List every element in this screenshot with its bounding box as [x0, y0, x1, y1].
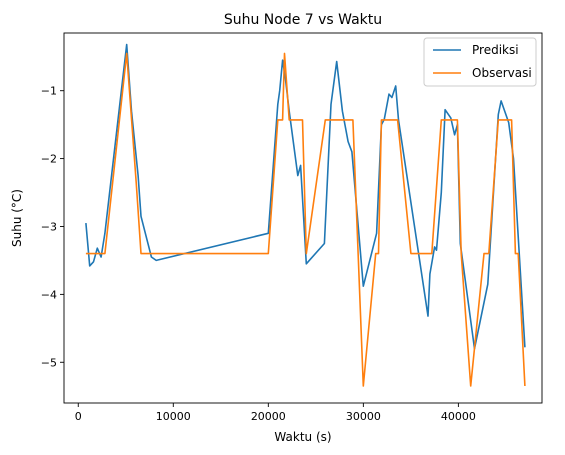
series-layer: [85, 43, 526, 387]
legend: Prediksi Observasi: [423, 37, 537, 87]
x-tick-label: 0: [75, 410, 82, 423]
y-axis-label: Suhu (°C): [10, 189, 24, 247]
legend-label-observasi: Observasi: [472, 66, 532, 80]
y-tick-label: −1: [41, 85, 57, 98]
legend-label-prediksi: Prediksi: [472, 43, 519, 57]
y-tick-label: −2: [41, 153, 57, 166]
y-tick-label: −4: [41, 288, 57, 301]
x-tick-label: 10000: [156, 410, 191, 423]
x-tick-label: 20000: [251, 410, 286, 423]
x-tick-label: 30000: [346, 410, 381, 423]
y-tick-label: −3: [41, 220, 57, 233]
plot-frame: [63, 32, 543, 404]
x-tick-label: 40000: [441, 410, 476, 423]
x-axis-label: Waktu (s): [274, 430, 331, 444]
y-tick-label: −5: [41, 356, 57, 369]
x-axis: 0 10000 20000 30000 40000: [75, 403, 476, 423]
series-line-prediksi: [85, 43, 526, 350]
chart-title: Suhu Node 7 vs Waktu: [224, 12, 382, 28]
y-axis: −5 −4 −3 −2 −1: [41, 85, 64, 369]
series-line-observasi: [85, 52, 526, 387]
